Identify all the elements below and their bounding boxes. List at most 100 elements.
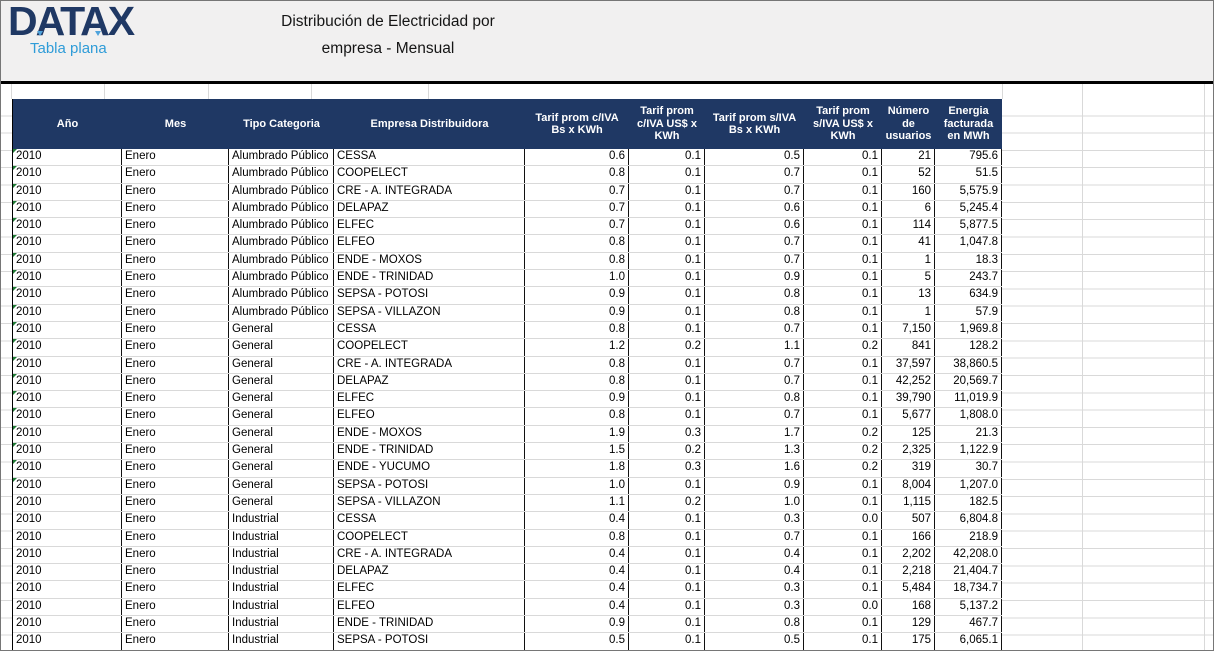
cell-mes[interactable]: Enero xyxy=(122,218,229,235)
cell-tarif-prom-civa-bs[interactable]: 0.8 xyxy=(525,373,629,391)
cell-ano[interactable]: 2010 xyxy=(13,494,122,512)
cell-tarif-prom-siva-bs[interactable]: 1.3 xyxy=(705,443,804,460)
cell-tipo-categoria[interactable]: General xyxy=(229,425,334,443)
cell-numero-usuarios[interactable]: 21 xyxy=(882,149,935,166)
cell-tipo-categoria[interactable]: General xyxy=(229,321,334,339)
cell-ano[interactable]: 2010 xyxy=(13,304,122,321)
cell-mes[interactable]: Enero xyxy=(122,425,229,443)
cell-empresa-distribuidora[interactable]: ELFEC xyxy=(334,218,525,235)
cell-tarif-prom-civa-bs[interactable]: 1.8 xyxy=(525,460,629,477)
cell-energia-facturada[interactable]: 1,122.9 xyxy=(935,443,1002,460)
cell-tarif-prom-civa-bs[interactable]: 1.0 xyxy=(525,477,629,494)
cell-ano[interactable]: 2010 xyxy=(13,460,122,477)
column-header-ano[interactable]: Año xyxy=(56,117,79,130)
cell-empresa-distribuidora[interactable]: SEPSA - VILLAZON xyxy=(334,304,525,321)
cell-mes[interactable]: Enero xyxy=(122,149,229,166)
cell-tarif-prom-siva-usd[interactable]: 0.2 xyxy=(804,460,882,477)
cell-empresa-distribuidora[interactable]: ELFEO xyxy=(334,408,525,425)
cell-ano[interactable]: 2010 xyxy=(13,529,122,546)
cell-tarif-prom-civa-usd[interactable]: 0.1 xyxy=(629,477,705,494)
cell-tarif-prom-siva-bs[interactable]: 1.0 xyxy=(705,494,804,512)
cell-empresa-distribuidora[interactable]: SEPSA - VILLAZON xyxy=(334,494,525,512)
cell-tarif-prom-siva-usd[interactable]: 0.1 xyxy=(804,581,882,598)
cell-tarif-prom-siva-usd[interactable]: 0.0 xyxy=(804,512,882,529)
cell-ano[interactable]: 2010 xyxy=(13,391,122,408)
cell-energia-facturada[interactable]: 38,860.5 xyxy=(935,356,1002,373)
cell-tarif-prom-civa-bs[interactable]: 0.8 xyxy=(525,356,629,373)
cell-tarif-prom-siva-bs[interactable]: 0.7 xyxy=(705,356,804,373)
cell-ano[interactable]: 2010 xyxy=(13,183,122,200)
cell-empresa-distribuidora[interactable]: CESSA xyxy=(334,149,525,166)
cell-mes[interactable]: Enero xyxy=(122,598,229,616)
cell-tipo-categoria[interactable]: Industrial xyxy=(229,581,334,598)
cell-tarif-prom-civa-bs[interactable]: 1.5 xyxy=(525,443,629,460)
cell-mes[interactable]: Enero xyxy=(122,321,229,339)
cell-empresa-distribuidora[interactable]: ENDE - MOXOS xyxy=(334,252,525,270)
cell-energia-facturada[interactable]: 57.9 xyxy=(935,304,1002,321)
cell-tarif-prom-civa-usd[interactable]: 0.1 xyxy=(629,356,705,373)
cell-tarif-prom-siva-usd[interactable]: 0.1 xyxy=(804,235,882,252)
cell-empresa-distribuidora[interactable]: SEPSA - POTOSI xyxy=(334,477,525,494)
cell-mes[interactable]: Enero xyxy=(122,252,229,270)
cell-tipo-categoria[interactable]: Alumbrado Público xyxy=(229,149,334,166)
cell-empresa-distribuidora[interactable]: ELFEO xyxy=(334,235,525,252)
cell-tarif-prom-siva-usd[interactable]: 0.1 xyxy=(804,564,882,581)
cell-tipo-categoria[interactable]: Industrial xyxy=(229,616,334,633)
cell-tarif-prom-civa-usd[interactable]: 0.1 xyxy=(629,183,705,200)
cell-mes[interactable]: Enero xyxy=(122,391,229,408)
cell-ano[interactable]: 2010 xyxy=(13,287,122,304)
cell-tipo-categoria[interactable]: General xyxy=(229,477,334,494)
cell-empresa-distribuidora[interactable]: COOPELECT xyxy=(334,166,525,183)
cell-numero-usuarios[interactable]: 160 xyxy=(882,183,935,200)
cell-energia-facturada[interactable]: 18.3 xyxy=(935,252,1002,270)
cell-tarif-prom-siva-usd[interactable]: 0.1 xyxy=(804,183,882,200)
column-header-numero-usuarios[interactable]: Número de usuarios xyxy=(885,105,932,143)
cell-tarif-prom-siva-bs[interactable]: 1.1 xyxy=(705,339,804,356)
cell-mes[interactable]: Enero xyxy=(122,494,229,512)
cell-energia-facturada[interactable]: 1,808.0 xyxy=(935,408,1002,425)
cell-ano[interactable]: 2010 xyxy=(13,633,122,650)
cell-tarif-prom-siva-bs[interactable]: 0.7 xyxy=(705,235,804,252)
cell-tarif-prom-siva-bs[interactable]: 0.7 xyxy=(705,373,804,391)
cell-numero-usuarios[interactable]: 507 xyxy=(882,512,935,529)
cell-empresa-distribuidora[interactable]: CESSA xyxy=(334,321,525,339)
cell-numero-usuarios[interactable]: 6 xyxy=(882,200,935,218)
cell-numero-usuarios[interactable]: 1,115 xyxy=(882,494,935,512)
cell-tarif-prom-siva-bs[interactable]: 0.5 xyxy=(705,633,804,650)
cell-mes[interactable]: Enero xyxy=(122,166,229,183)
cell-tarif-prom-siva-bs[interactable]: 0.9 xyxy=(705,270,804,287)
cell-tarif-prom-civa-bs[interactable]: 0.7 xyxy=(525,183,629,200)
cell-ano[interactable]: 2010 xyxy=(13,235,122,252)
cell-numero-usuarios[interactable]: 841 xyxy=(882,339,935,356)
cell-tarif-prom-civa-usd[interactable]: 0.3 xyxy=(629,425,705,443)
cell-mes[interactable]: Enero xyxy=(122,183,229,200)
cell-tarif-prom-siva-usd[interactable]: 0.1 xyxy=(804,252,882,270)
cell-energia-facturada[interactable]: 5,877.5 xyxy=(935,218,1002,235)
cell-numero-usuarios[interactable]: 41 xyxy=(882,235,935,252)
cell-tarif-prom-civa-usd[interactable]: 0.1 xyxy=(629,166,705,183)
cell-numero-usuarios[interactable]: 42,252 xyxy=(882,373,935,391)
cell-empresa-distribuidora[interactable]: CESSA xyxy=(334,512,525,529)
cell-energia-facturada[interactable]: 467.7 xyxy=(935,616,1002,633)
cell-mes[interactable]: Enero xyxy=(122,235,229,252)
cell-tipo-categoria[interactable]: Industrial xyxy=(229,564,334,581)
cell-numero-usuarios[interactable]: 7,150 xyxy=(882,321,935,339)
cell-tarif-prom-siva-usd[interactable]: 0.1 xyxy=(804,633,882,650)
cell-energia-facturada[interactable]: 5,245.4 xyxy=(935,200,1002,218)
cell-energia-facturada[interactable]: 1,047.8 xyxy=(935,235,1002,252)
cell-energia-facturada[interactable]: 1,969.8 xyxy=(935,321,1002,339)
cell-tipo-categoria[interactable]: Industrial xyxy=(229,512,334,529)
cell-ano[interactable]: 2010 xyxy=(13,252,122,270)
cell-mes[interactable]: Enero xyxy=(122,546,229,564)
cell-energia-facturada[interactable]: 1,207.0 xyxy=(935,477,1002,494)
cell-tarif-prom-siva-bs[interactable]: 0.4 xyxy=(705,564,804,581)
cell-tipo-categoria[interactable]: Alumbrado Público xyxy=(229,166,334,183)
cell-empresa-distribuidora[interactable]: COOPELECT xyxy=(334,529,525,546)
cell-tarif-prom-civa-bs[interactable]: 0.4 xyxy=(525,564,629,581)
cell-mes[interactable]: Enero xyxy=(122,373,229,391)
cell-energia-facturada[interactable]: 11,019.9 xyxy=(935,391,1002,408)
cell-ano[interactable]: 2010 xyxy=(13,339,122,356)
column-header-mes[interactable]: Mes xyxy=(164,117,187,130)
cell-mes[interactable]: Enero xyxy=(122,287,229,304)
cell-tarif-prom-siva-bs[interactable]: 0.3 xyxy=(705,512,804,529)
